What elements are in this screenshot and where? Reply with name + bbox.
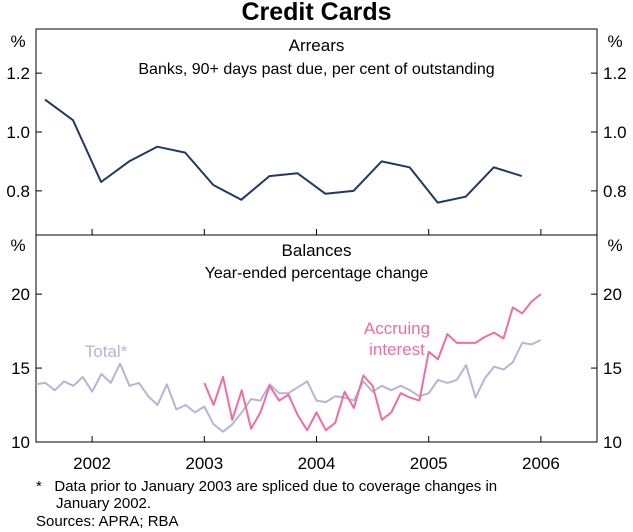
- bottom-right-unit: %: [607, 236, 622, 255]
- sources-note: Sources: APRA; RBA: [36, 513, 179, 530]
- x-tick-label: 2002: [73, 454, 111, 473]
- y-tick-label-right: 20: [603, 285, 622, 304]
- chart-title: Credit Cards: [241, 0, 391, 26]
- y-tick-label-right: 1.2: [603, 64, 627, 83]
- y-tick-label-left: 1.0: [6, 123, 30, 142]
- bottom-panel-subtitle: Year-ended percentage change: [205, 265, 429, 282]
- accruing-interest-line: [203, 293, 542, 432]
- top-panel-subtitle: Banks, 90+ days past due, per cent of ou…: [138, 61, 494, 78]
- accruing-label-line2: interest: [369, 340, 425, 359]
- y-tick-label-left: 15: [11, 359, 30, 378]
- y-tick-label-right: 0.8: [603, 182, 627, 201]
- y-tick-label-right: 10: [603, 433, 622, 452]
- y-tick-label-left: 1.2: [6, 64, 30, 83]
- footnote-line-1: Data prior to January 2003 are spliced d…: [54, 478, 498, 495]
- total-line: [35, 339, 542, 433]
- total-series-label: Total*: [85, 342, 128, 361]
- footnote-continued: January 2002.: [56, 495, 152, 512]
- top-right-unit: %: [607, 32, 622, 51]
- top-left-unit: %: [10, 32, 25, 51]
- footnote: * Data prior to January 2003 are spliced…: [36, 478, 497, 495]
- y-tick-label-right: 1.0: [603, 123, 627, 142]
- top-panel-frame: [35, 28, 598, 236]
- chart-marks: 0.8 0.8 1.0 1.0 1.2 1.2 10 10 15 15 20 20 2002 2003 20…: [6, 64, 626, 473]
- footnote-marker: *: [36, 478, 42, 495]
- bottom-left-unit: %: [10, 236, 25, 255]
- y-tick-label-left: 20: [11, 285, 30, 304]
- x-tick-label: 2003: [185, 454, 223, 473]
- y-tick-label-left: 10: [11, 433, 30, 452]
- y-tick-label-right: 15: [603, 359, 622, 378]
- top-panel-title: Arrears: [289, 36, 345, 55]
- x-tick-label: 2005: [410, 454, 448, 473]
- bottom-panel-title: Balances: [282, 241, 352, 260]
- accruing-label-line1: Accruing: [364, 319, 430, 338]
- y-tick-label-left: 0.8: [6, 182, 30, 201]
- arrears-line: [44, 98, 523, 204]
- x-tick-label: 2006: [522, 454, 560, 473]
- x-tick-label: 2004: [298, 454, 336, 473]
